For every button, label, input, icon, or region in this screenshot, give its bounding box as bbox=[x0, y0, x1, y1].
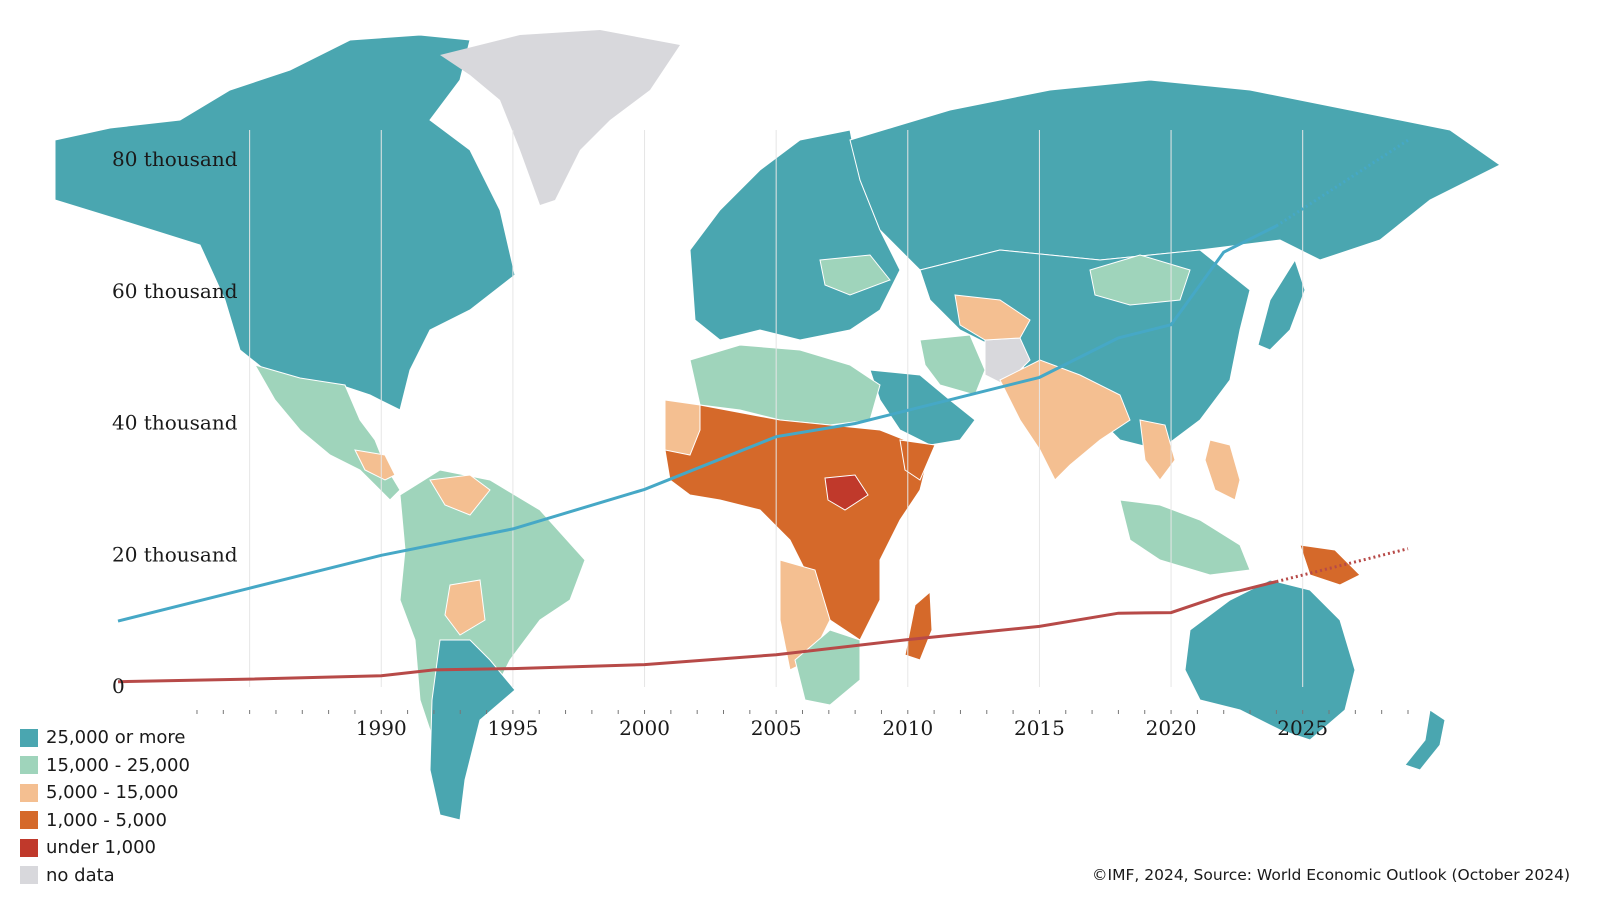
legend-item: 25,000 or more bbox=[20, 724, 190, 752]
bolivia-shape bbox=[444, 579, 486, 636]
mongolia-shape bbox=[1089, 254, 1191, 306]
legend-label: 15,000 - 25,000 bbox=[46, 754, 190, 776]
x-tick-label: 2005 bbox=[751, 716, 802, 740]
series-projection-0 bbox=[1275, 138, 1409, 228]
legend-swatch bbox=[20, 838, 38, 857]
y-tick-label: 80 thousand bbox=[112, 147, 238, 171]
series-line-0 bbox=[117, 224, 1278, 623]
japan-shape bbox=[1257, 258, 1306, 351]
madagascar-shape bbox=[904, 590, 933, 661]
legend-item: 5,000 - 15,000 bbox=[20, 779, 190, 807]
legend-item: no data bbox=[20, 862, 190, 890]
central-asia-shape bbox=[954, 294, 1031, 341]
series-line-1 bbox=[117, 580, 1277, 684]
sub-saharan-shape bbox=[664, 404, 931, 641]
legend-swatch bbox=[20, 866, 38, 885]
legend-swatch bbox=[20, 728, 38, 747]
legend-label: under 1,000 bbox=[46, 837, 156, 859]
indochina-shape bbox=[1139, 419, 1176, 481]
x-axis-ticks: 1990 1995 2000 2005 2010 2015 2020 2025 bbox=[196, 710, 1409, 740]
legend-item: 15,000 - 25,000 bbox=[20, 752, 190, 780]
west-africa-shape bbox=[664, 399, 701, 456]
southeast-asia-shape bbox=[1119, 499, 1251, 576]
source-credit: ©IMF, 2024, Source: World Economic Outlo… bbox=[1092, 866, 1570, 884]
series-lines bbox=[117, 138, 1409, 684]
legend-label: 5,000 - 15,000 bbox=[46, 782, 179, 804]
venezuela-shape bbox=[429, 474, 491, 516]
x-tick-label: 1990 bbox=[356, 716, 407, 740]
legend-swatch bbox=[20, 811, 38, 830]
central-america-shape bbox=[354, 449, 396, 481]
png-shape bbox=[1299, 544, 1361, 586]
legend-item: 1,000 - 5,000 bbox=[20, 807, 190, 835]
y-tick-label: 0 bbox=[112, 674, 125, 698]
y-tick-label: 60 thousand bbox=[112, 279, 238, 303]
south-africa-shape bbox=[794, 629, 861, 706]
south-asia-shape bbox=[999, 359, 1131, 481]
y-tick-label: 20 thousand bbox=[112, 542, 238, 566]
x-tick-label: 2000 bbox=[619, 716, 670, 740]
y-axis-ticks: 0 20 thousand 40 thousand 60 thousand 80 tho… bbox=[112, 147, 238, 698]
legend-label: 1,000 - 5,000 bbox=[46, 809, 167, 831]
legend-item: under 1,000 bbox=[20, 834, 190, 862]
greenland-shape bbox=[440, 30, 680, 205]
x-tick-label: 2025 bbox=[1277, 716, 1328, 740]
southern-cone-shape bbox=[429, 639, 516, 821]
horn-africa-shape bbox=[899, 439, 936, 481]
legend-label: no data bbox=[46, 864, 115, 886]
australia-shape bbox=[1184, 579, 1356, 741]
x-tick-label: 1995 bbox=[487, 716, 538, 740]
x-tick-label: 2010 bbox=[882, 716, 933, 740]
y-tick-label: 40 thousand bbox=[112, 411, 238, 435]
ukraine-shape bbox=[819, 254, 891, 296]
legend: 25,000 or more 15,000 - 25,000 5,000 - 1… bbox=[20, 724, 190, 889]
new-zealand-shape bbox=[1404, 709, 1446, 771]
north-america-shape bbox=[54, 34, 516, 411]
country-shapes bbox=[54, 30, 1501, 821]
gridlines bbox=[249, 130, 1304, 687]
legend-swatch bbox=[20, 756, 38, 775]
legend-swatch bbox=[20, 783, 38, 802]
russia-shape bbox=[849, 79, 1501, 271]
philippines-shape bbox=[1204, 439, 1241, 501]
x-tick-label: 2015 bbox=[1014, 716, 1065, 740]
south-sudan-shape bbox=[824, 474, 869, 511]
x-tick-label: 2020 bbox=[1146, 716, 1197, 740]
legend-label: 25,000 or more bbox=[46, 727, 186, 749]
